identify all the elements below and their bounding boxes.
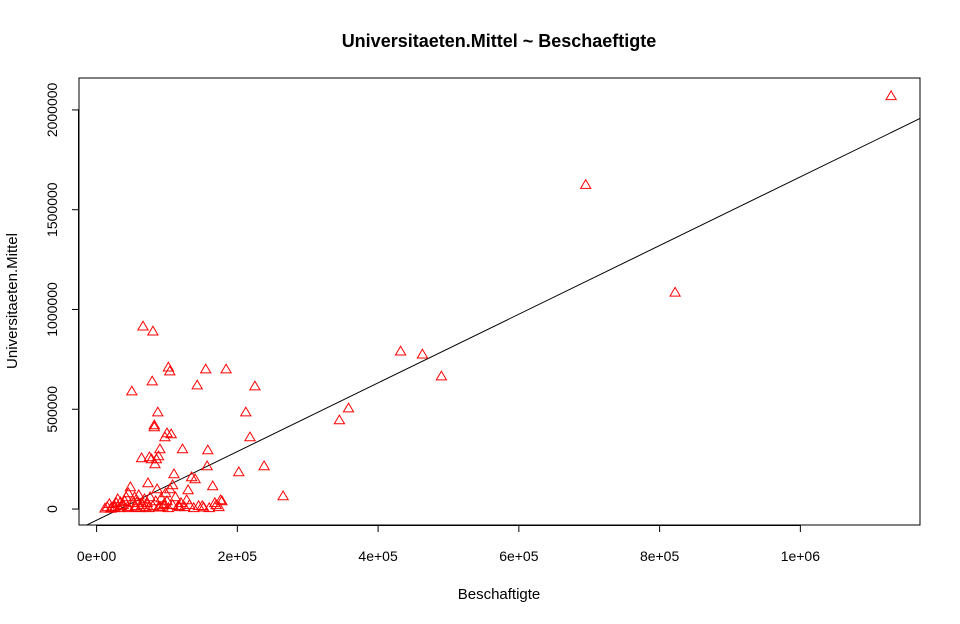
data-point: [151, 483, 164, 494]
data-point: [120, 491, 133, 502]
data-point: [201, 444, 214, 455]
data-point: [142, 501, 155, 513]
data-point: [220, 363, 233, 374]
data-point: [148, 421, 161, 432]
data-point: [168, 468, 180, 479]
data-point: [187, 501, 200, 513]
data-point: [239, 406, 252, 417]
data-point: [342, 402, 355, 413]
data-point: [148, 419, 161, 430]
data-point: [165, 428, 178, 439]
data-point: [579, 178, 592, 189]
data-point: [114, 496, 127, 507]
data-point: [135, 496, 148, 508]
data-point: [146, 375, 159, 386]
data-point: [244, 431, 256, 442]
data-point: [149, 458, 161, 469]
x-tick-label: 4e+05: [358, 548, 398, 564]
data-point: [143, 451, 156, 462]
data-point: [191, 379, 204, 390]
data-point: [128, 491, 141, 502]
data-point: [183, 498, 196, 510]
y-tick-label: 1500000: [44, 182, 60, 237]
data-point: [669, 286, 682, 297]
y-tick-label: 2000000: [44, 82, 60, 137]
x-tick-label: 2e+05: [218, 548, 258, 564]
data-point: [213, 500, 225, 512]
x-axis-label: Beschaftigte: [458, 586, 541, 603]
data-point: [435, 370, 448, 381]
data-point: [158, 431, 171, 442]
data-point: [201, 460, 214, 471]
data-point: [197, 501, 210, 512]
y-axis-label: Universitaeten.Mittel: [4, 233, 21, 369]
y-tick-label: 0: [44, 505, 60, 513]
data-point: [232, 466, 245, 477]
data-point: [416, 348, 429, 359]
x-tick-label: 6e+05: [499, 548, 539, 564]
data-point: [149, 495, 162, 506]
data-point: [152, 501, 165, 512]
fit-line-layer: [85, 118, 920, 525]
data-point: [124, 481, 137, 492]
data-point: [277, 490, 290, 501]
x-axis: 0e+00 2e+05 4e+05 6e+05 8e+05 1e+06: [77, 525, 820, 564]
data-point: [144, 491, 157, 502]
data-point: [215, 495, 228, 506]
x-tick-label: 1e+06: [781, 548, 821, 564]
data-point: [885, 89, 898, 101]
data-point: [182, 484, 195, 495]
x-tick-label: 0e+00: [77, 548, 117, 564]
data-point: [156, 500, 169, 511]
data-point: [248, 380, 261, 391]
data-point: [394, 345, 407, 356]
regression-line: [85, 118, 920, 525]
data-point: [185, 471, 198, 482]
data-point: [135, 452, 148, 463]
data-point: [206, 480, 219, 491]
data-point: [151, 406, 164, 417]
data-point: [113, 501, 126, 513]
data-point: [162, 361, 175, 372]
data-point: [172, 499, 185, 511]
data-point: [155, 492, 168, 503]
data-point: [333, 414, 346, 425]
y-axis: 0 500000 1000000 1500000 2000000: [44, 82, 79, 513]
data-point: [169, 491, 182, 502]
data-point: [145, 453, 158, 464]
chart-title: Universitaeten.Mittel ~ Beschaeftigte: [342, 31, 657, 51]
data-point: [163, 483, 176, 494]
data-point: [125, 385, 138, 396]
data-point: [192, 499, 205, 511]
data-point: [123, 501, 135, 513]
data-point: [178, 500, 191, 512]
data-points: [99, 89, 898, 513]
data-point: [176, 443, 189, 454]
data-point: [175, 496, 187, 508]
data-point: [258, 460, 271, 471]
y-tick-label: 1000000: [44, 282, 60, 337]
x-tick-label: 8e+05: [640, 548, 680, 564]
data-point: [142, 477, 154, 488]
data-point: [141, 496, 154, 508]
data-point: [189, 473, 202, 484]
data-point: [166, 498, 179, 510]
y-tick-label: 500000: [44, 386, 60, 433]
data-point: [146, 325, 159, 336]
data-point: [153, 443, 166, 454]
data-point: [137, 320, 149, 331]
data-point: [110, 496, 123, 508]
data-point: [162, 501, 175, 513]
plot-frame: [78, 77, 921, 526]
data-point: [199, 363, 212, 374]
